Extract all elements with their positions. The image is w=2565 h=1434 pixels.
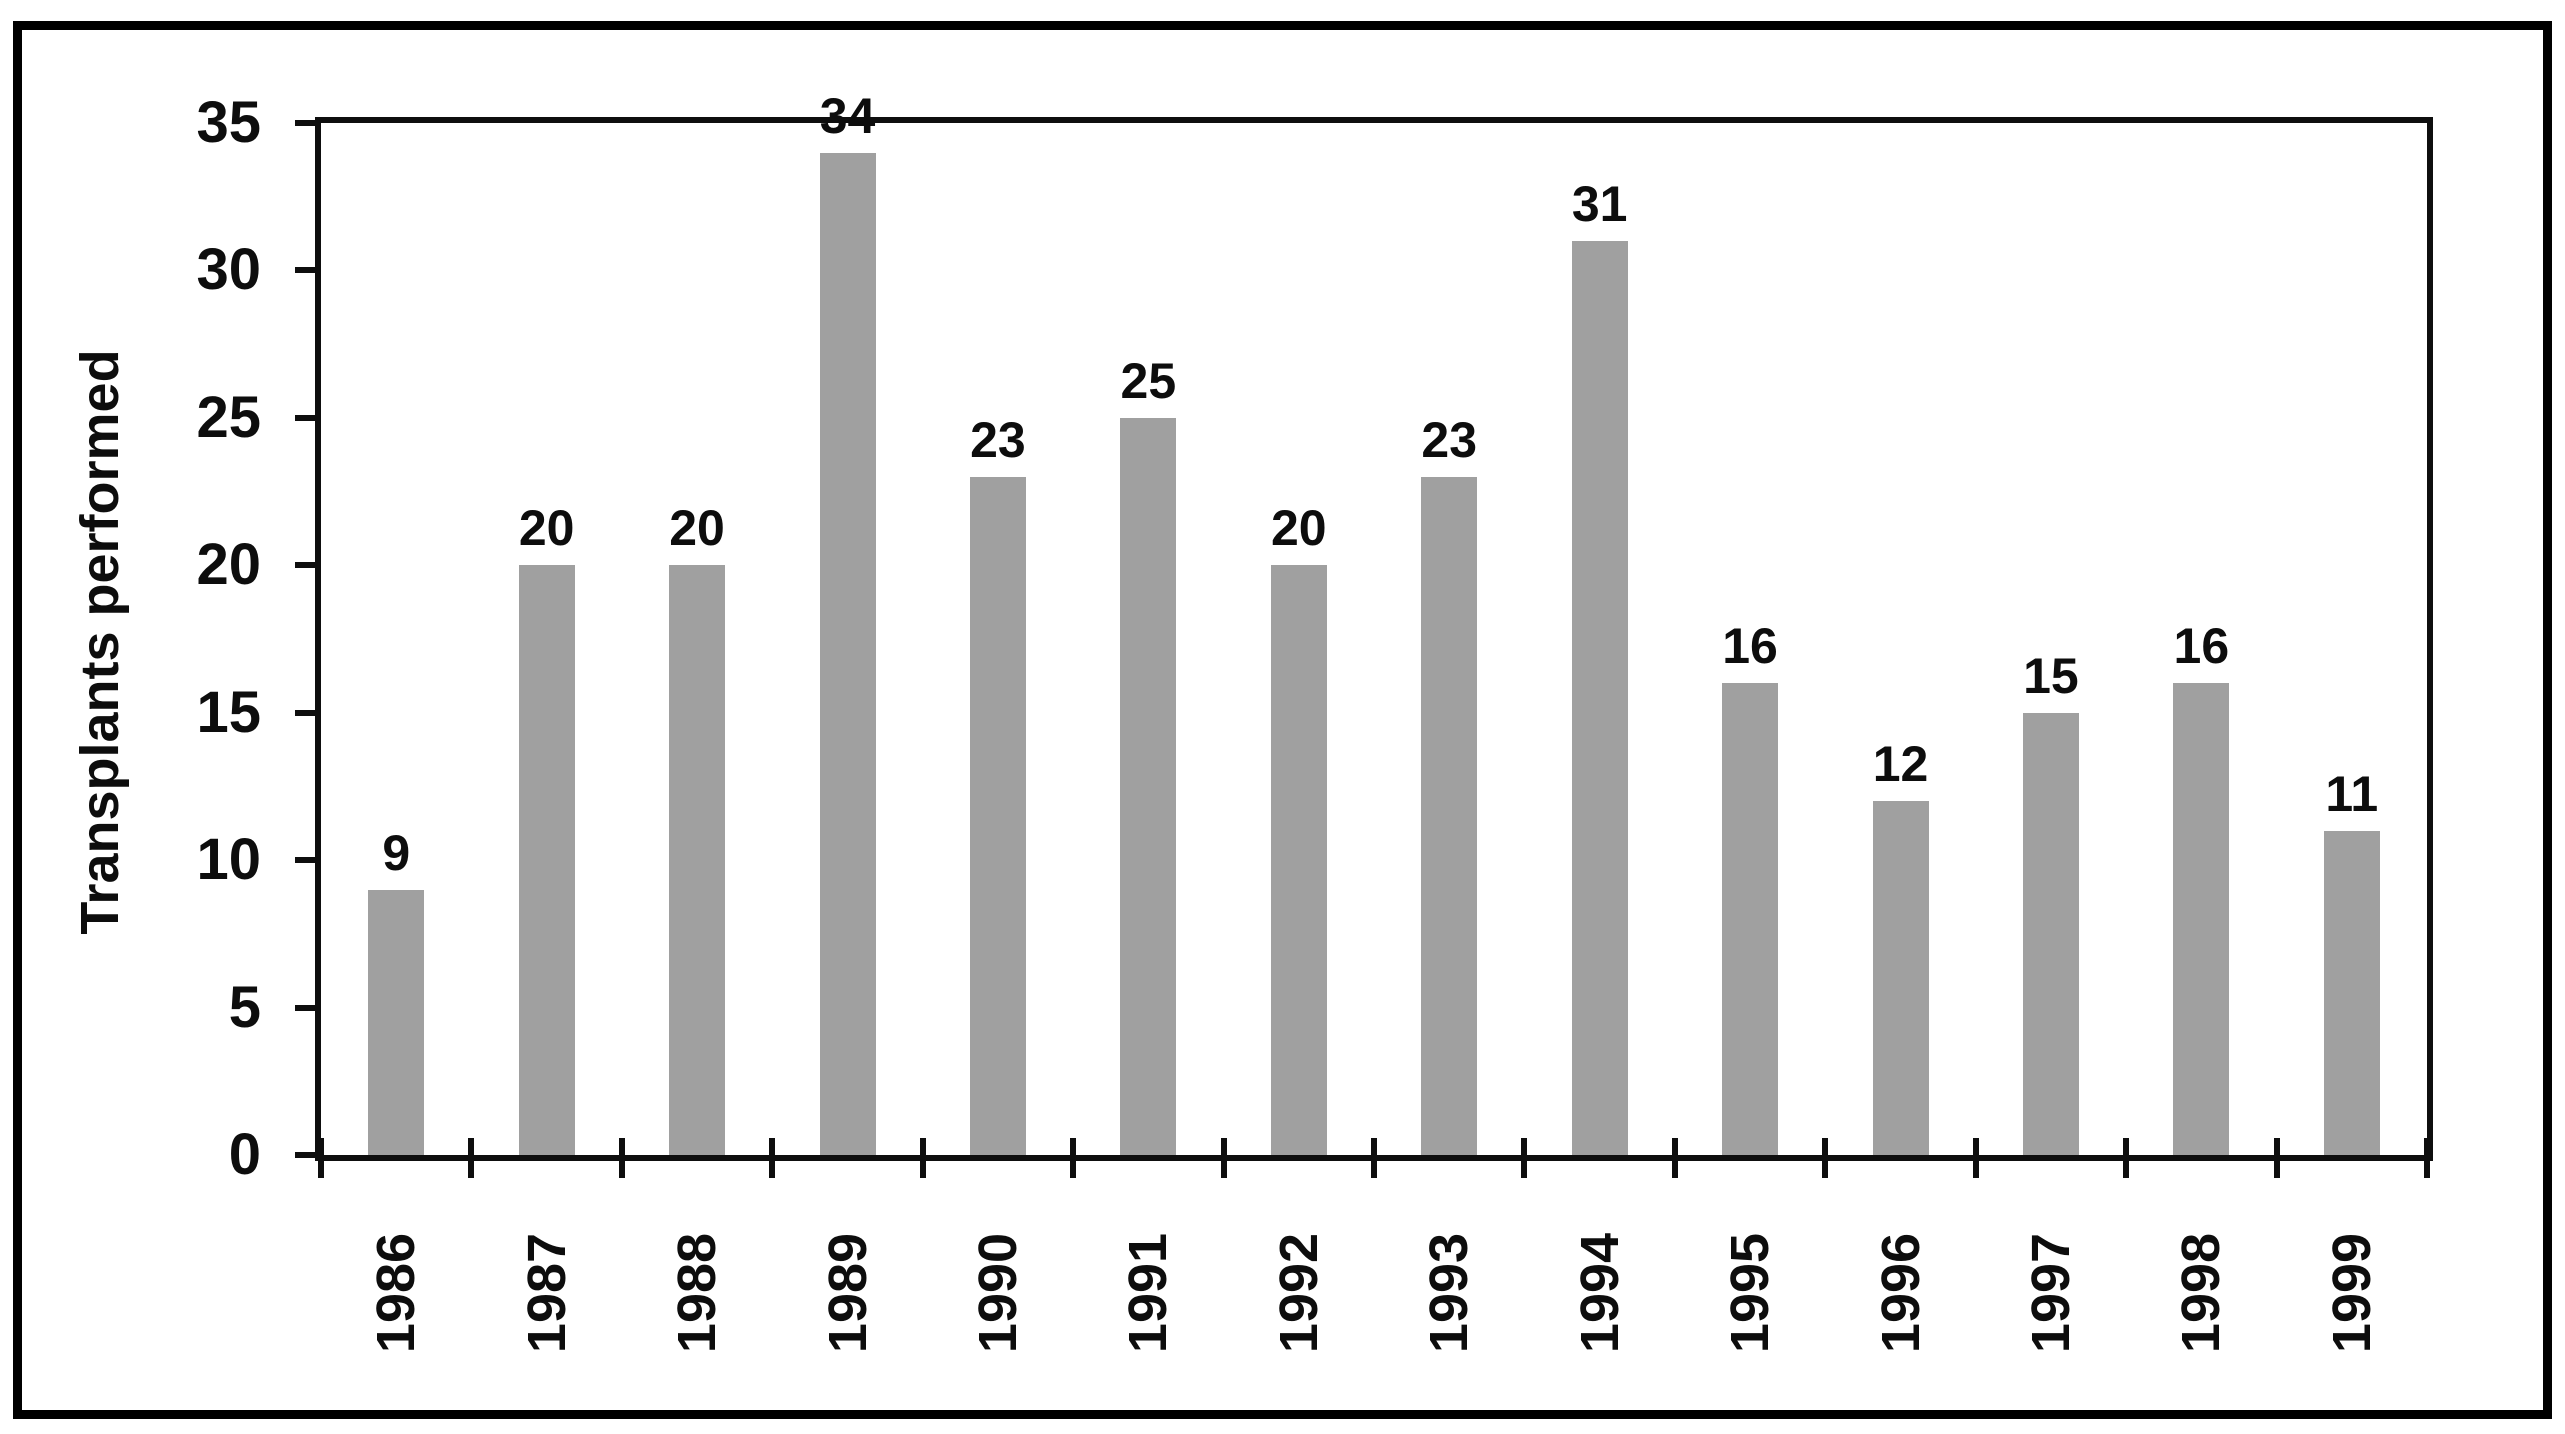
x-axis-tick: [1371, 1138, 1377, 1178]
bar-value-label: 20: [669, 500, 725, 557]
y-axis-tick: [295, 857, 315, 864]
bar-value-label: 34: [819, 87, 876, 144]
x-tick-label: 1992: [1268, 1232, 1329, 1354]
x-tick-label: 1995: [1720, 1232, 1781, 1354]
bar: [2022, 712, 2079, 1155]
y-axis-tick: [295, 562, 315, 569]
bar-value-label: 16: [2173, 618, 2230, 675]
x-axis-tick: [2123, 1138, 2130, 1178]
x-axis-tick: [618, 1138, 625, 1178]
bar-value-label: 23: [1421, 411, 1478, 468]
y-tick-label: 5: [228, 974, 261, 1040]
bar-value-label: 31: [1571, 175, 1628, 232]
bar-value-label: 20: [1270, 500, 1327, 557]
bar: [1722, 683, 1779, 1155]
x-tick-label: 1997: [2020, 1232, 2081, 1354]
x-tick-label: 1991: [1118, 1232, 1179, 1354]
bar: [1120, 417, 1177, 1155]
y-axis-tick: [295, 1152, 315, 1158]
bar: [1571, 240, 1628, 1155]
x-tick-label: 1986: [366, 1232, 427, 1354]
bar: [518, 565, 575, 1155]
plot-area: 9 1986 20 1987 20 1988 34 1989 23 1990 25 1991 20 199…: [196, 89, 2433, 1353]
x-tick-label: 1994: [1569, 1232, 1630, 1354]
bar-value-label: 12: [1872, 736, 1929, 793]
x-tick-label: 1987: [516, 1232, 577, 1354]
bar-value-label: 20: [518, 500, 575, 557]
x-axis-tick: [769, 1138, 776, 1178]
bar-value-label: 11: [2325, 765, 2379, 822]
x-axis-tick: [2424, 1138, 2430, 1178]
x-axis-tick: [2273, 1138, 2280, 1178]
y-tick-label: 25: [196, 384, 261, 450]
x-axis-tick: [1521, 1138, 1528, 1178]
y-tick-label: 20: [196, 532, 261, 598]
x-tick-label: 1999: [2321, 1232, 2382, 1354]
y-tick-label: 0: [228, 1122, 261, 1187]
x-tick-label: 1990: [967, 1232, 1028, 1354]
y-tick-label: 30: [196, 237, 261, 303]
bar: [969, 476, 1026, 1155]
x-axis-tick: [1220, 1138, 1227, 1178]
x-tick-label: 1996: [1870, 1232, 1931, 1354]
x-tick-label: 1993: [1419, 1232, 1480, 1354]
x-tick-label: 1998: [2171, 1232, 2232, 1354]
bar: [1270, 565, 1327, 1155]
bar-value-label: 9: [382, 824, 411, 881]
bar: [1872, 801, 1929, 1155]
y-tick-label: 15: [196, 679, 261, 745]
bar: [1421, 476, 1478, 1155]
x-axis-tick: [318, 1138, 324, 1178]
y-axis-tick: [295, 120, 315, 126]
bar-value-label: 25: [1120, 352, 1177, 409]
bar: [2323, 830, 2380, 1155]
bar: [2173, 683, 2230, 1155]
x-axis-tick: [1972, 1138, 1979, 1178]
y-axis-tick: [295, 709, 315, 716]
y-axis-tick: [295, 414, 315, 421]
x-axis-tick: [1822, 1138, 1829, 1178]
y-tick-label: 10: [196, 827, 261, 893]
x-axis-tick: [468, 1138, 475, 1178]
bar: [669, 565, 726, 1155]
bar: [368, 889, 425, 1155]
y-tick-label: 35: [196, 90, 261, 155]
bar-value-label: 23: [970, 411, 1026, 468]
y-axis-tick: [295, 1004, 315, 1011]
x-tick-label: 1989: [817, 1232, 878, 1354]
x-axis-tick: [1070, 1138, 1077, 1178]
bar-value-label: 16: [1722, 618, 1778, 675]
bar: [819, 152, 876, 1155]
x-axis-tick: [919, 1138, 926, 1178]
bar-value-label: 15: [2023, 647, 2079, 704]
x-axis-tick: [1671, 1138, 1678, 1178]
y-axis-tick: [295, 267, 315, 274]
x-tick-label: 1988: [667, 1232, 728, 1354]
